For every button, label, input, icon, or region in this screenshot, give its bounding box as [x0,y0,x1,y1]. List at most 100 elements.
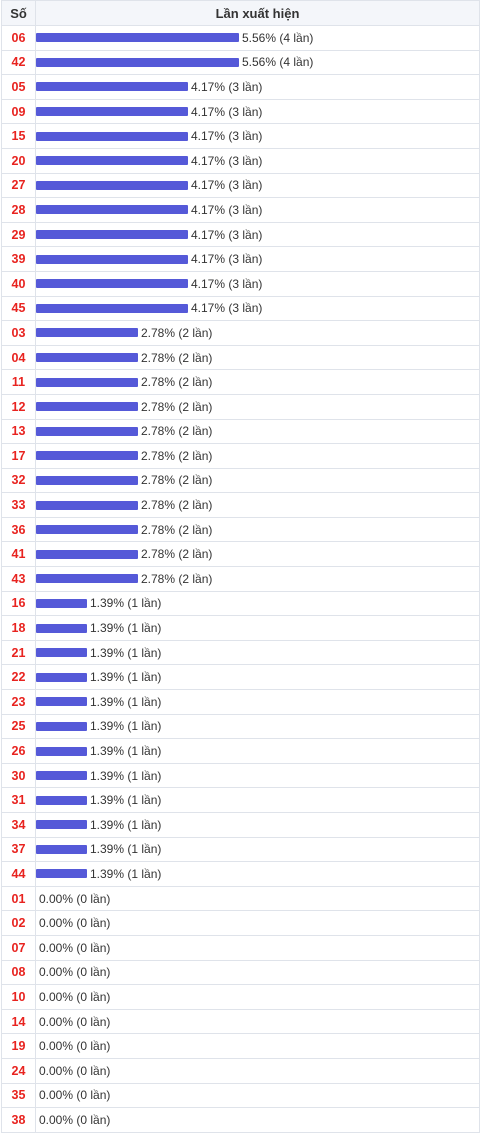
bar-value-label: 0.00% (0 lần) [39,891,111,906]
bar-wrapper: 2.78% (2 lần) [36,498,479,512]
bar-cell: 1.39% (1 lần) [35,861,480,887]
bar-cell: 2.78% (2 lần) [35,344,480,371]
bar-wrapper: 2.78% (2 lần) [36,351,479,365]
table-row: 31 1.39% (1 lần) [1,787,480,813]
number-cell: 35 [1,1082,36,1109]
bar-03 [36,328,138,338]
bar-value-label: 2.78% (2 lần) [141,399,213,414]
bar-cell: 0.00% (0 lần) [35,910,480,936]
bar-value-label: 0.00% (0 lần) [39,965,111,980]
bar-wrapper: 1.39% (1 lần) [36,646,479,660]
bar-cell: 1.39% (1 lần) [35,738,480,764]
number-cell: 20 [1,147,36,174]
bar-value-label: 4.17% (3 lần) [191,129,263,144]
bar-wrapper: 4.17% (3 lần) [36,154,479,168]
bar-cell: 1.39% (1 lần) [35,836,480,863]
table-row: 44 1.39% (1 lần) [1,861,480,887]
bar-cell: 4.17% (3 lần) [35,147,480,174]
number-cell: 16 [1,590,36,617]
table-row: 38 0.00% (0 lần) [1,1107,480,1133]
bar-cell: 2.78% (2 lần) [35,369,480,395]
bar-12 [36,402,138,412]
bar-wrapper: 1.39% (1 lần) [36,793,479,807]
table-row: 06 5.56% (4 lần) [1,25,480,51]
bar-wrapper: 4.17% (3 lần) [36,178,479,192]
bar-cell: 1.39% (1 lần) [35,615,480,641]
bar-value-label: 1.39% (1 lần) [90,719,162,734]
table-row: 19 0.00% (0 lần) [1,1033,480,1059]
table-row: 32 2.78% (2 lần) [1,467,480,494]
bar-30 [36,771,87,781]
bar-wrapper: 0.00% (0 lần) [36,1088,479,1102]
table-row: 16 1.39% (1 lần) [1,590,480,617]
bar-value-label: 4.17% (3 lần) [191,276,263,291]
number-cell: 21 [1,639,36,666]
bar-cell: 0.00% (0 lần) [35,1033,480,1059]
table-row: 10 0.00% (0 lần) [1,984,480,1010]
number-cell: 38 [1,1107,36,1133]
bar-cell: 1.39% (1 lần) [35,787,480,813]
bar-cell: 0.00% (0 lần) [35,984,480,1010]
table-row: 43 2.78% (2 lần) [1,566,480,592]
number-cell: 10 [1,984,36,1010]
table-body: 06 5.56% (4 lần) 42 5.56% (4 lần) 05 4.17% (3… [1,25,480,1133]
bar-wrapper: 4.17% (3 lần) [36,80,479,94]
bar-value-label: 2.78% (2 lần) [141,571,213,586]
number-cell: 34 [1,812,36,838]
bar-value-label: 0.00% (0 lần) [39,940,111,955]
bar-wrapper: 1.39% (1 lần) [36,596,479,610]
number-cell: 02 [1,910,36,936]
bar-06 [36,33,239,43]
bar-wrapper: 0.00% (0 lần) [36,1113,479,1127]
bar-wrapper: 4.17% (3 lần) [36,129,479,143]
bar-value-label: 2.78% (2 lần) [141,375,213,390]
bar-value-label: 1.39% (1 lần) [90,670,162,685]
bar-wrapper: 4.17% (3 lần) [36,277,479,291]
bar-cell: 2.78% (2 lần) [35,443,480,469]
bar-value-label: 4.17% (3 lần) [191,104,263,119]
bar-value-label: 0.00% (0 lần) [39,1014,111,1029]
table-row: 26 1.39% (1 lần) [1,738,480,764]
table-row: 28 4.17% (3 lần) [1,197,480,223]
number-cell: 13 [1,418,36,445]
bar-34 [36,820,87,830]
number-cell: 17 [1,443,36,469]
bar-cell: 1.39% (1 lần) [35,590,480,617]
table-row: 07 0.00% (0 lần) [1,934,480,961]
table-row: 37 1.39% (1 lần) [1,836,480,863]
bar-cell: 2.78% (2 lần) [35,320,480,346]
bar-value-label: 0.00% (0 lần) [39,1063,111,1078]
number-cell: 29 [1,221,36,248]
number-cell: 33 [1,492,36,518]
bar-wrapper: 1.39% (1 lần) [36,719,479,733]
number-cell: 39 [1,246,36,272]
table-row: 35 0.00% (0 lần) [1,1082,480,1109]
bar-cell: 4.17% (3 lần) [35,246,480,272]
bar-wrapper: 2.78% (2 lần) [36,400,479,414]
number-cell: 14 [1,1008,36,1035]
bar-cell: 2.78% (2 lần) [35,467,480,494]
bar-41 [36,549,138,559]
number-cell: 15 [1,123,36,149]
table-row: 39 4.17% (3 lần) [1,246,480,272]
number-cell: 18 [1,615,36,641]
bar-cell: 0.00% (0 lần) [35,1107,480,1133]
header-row: Số Lần xuất hiện [1,0,480,26]
table-row: 42 5.56% (4 lần) [1,49,480,76]
bar-cell: 4.17% (3 lần) [35,74,480,100]
bar-wrapper: 5.56% (4 lần) [36,31,479,45]
bar-value-label: 1.39% (1 lần) [90,768,162,783]
bar-value-label: 1.39% (1 lần) [90,866,162,881]
bar-value-label: 1.39% (1 lần) [90,596,162,611]
table-row: 02 0.00% (0 lần) [1,910,480,936]
bar-wrapper: 2.78% (2 lần) [36,523,479,537]
number-cell: 40 [1,270,36,297]
bar-wrapper: 4.17% (3 lần) [36,301,479,315]
number-cell: 45 [1,295,36,322]
table-row: 24 0.00% (0 lần) [1,1057,480,1084]
bar-cell: 0.00% (0 lần) [35,1008,480,1035]
bar-value-label: 0.00% (0 lần) [39,1112,111,1127]
bar-28 [36,205,188,215]
number-cell: 01 [1,885,36,912]
number-cell: 32 [1,467,36,494]
